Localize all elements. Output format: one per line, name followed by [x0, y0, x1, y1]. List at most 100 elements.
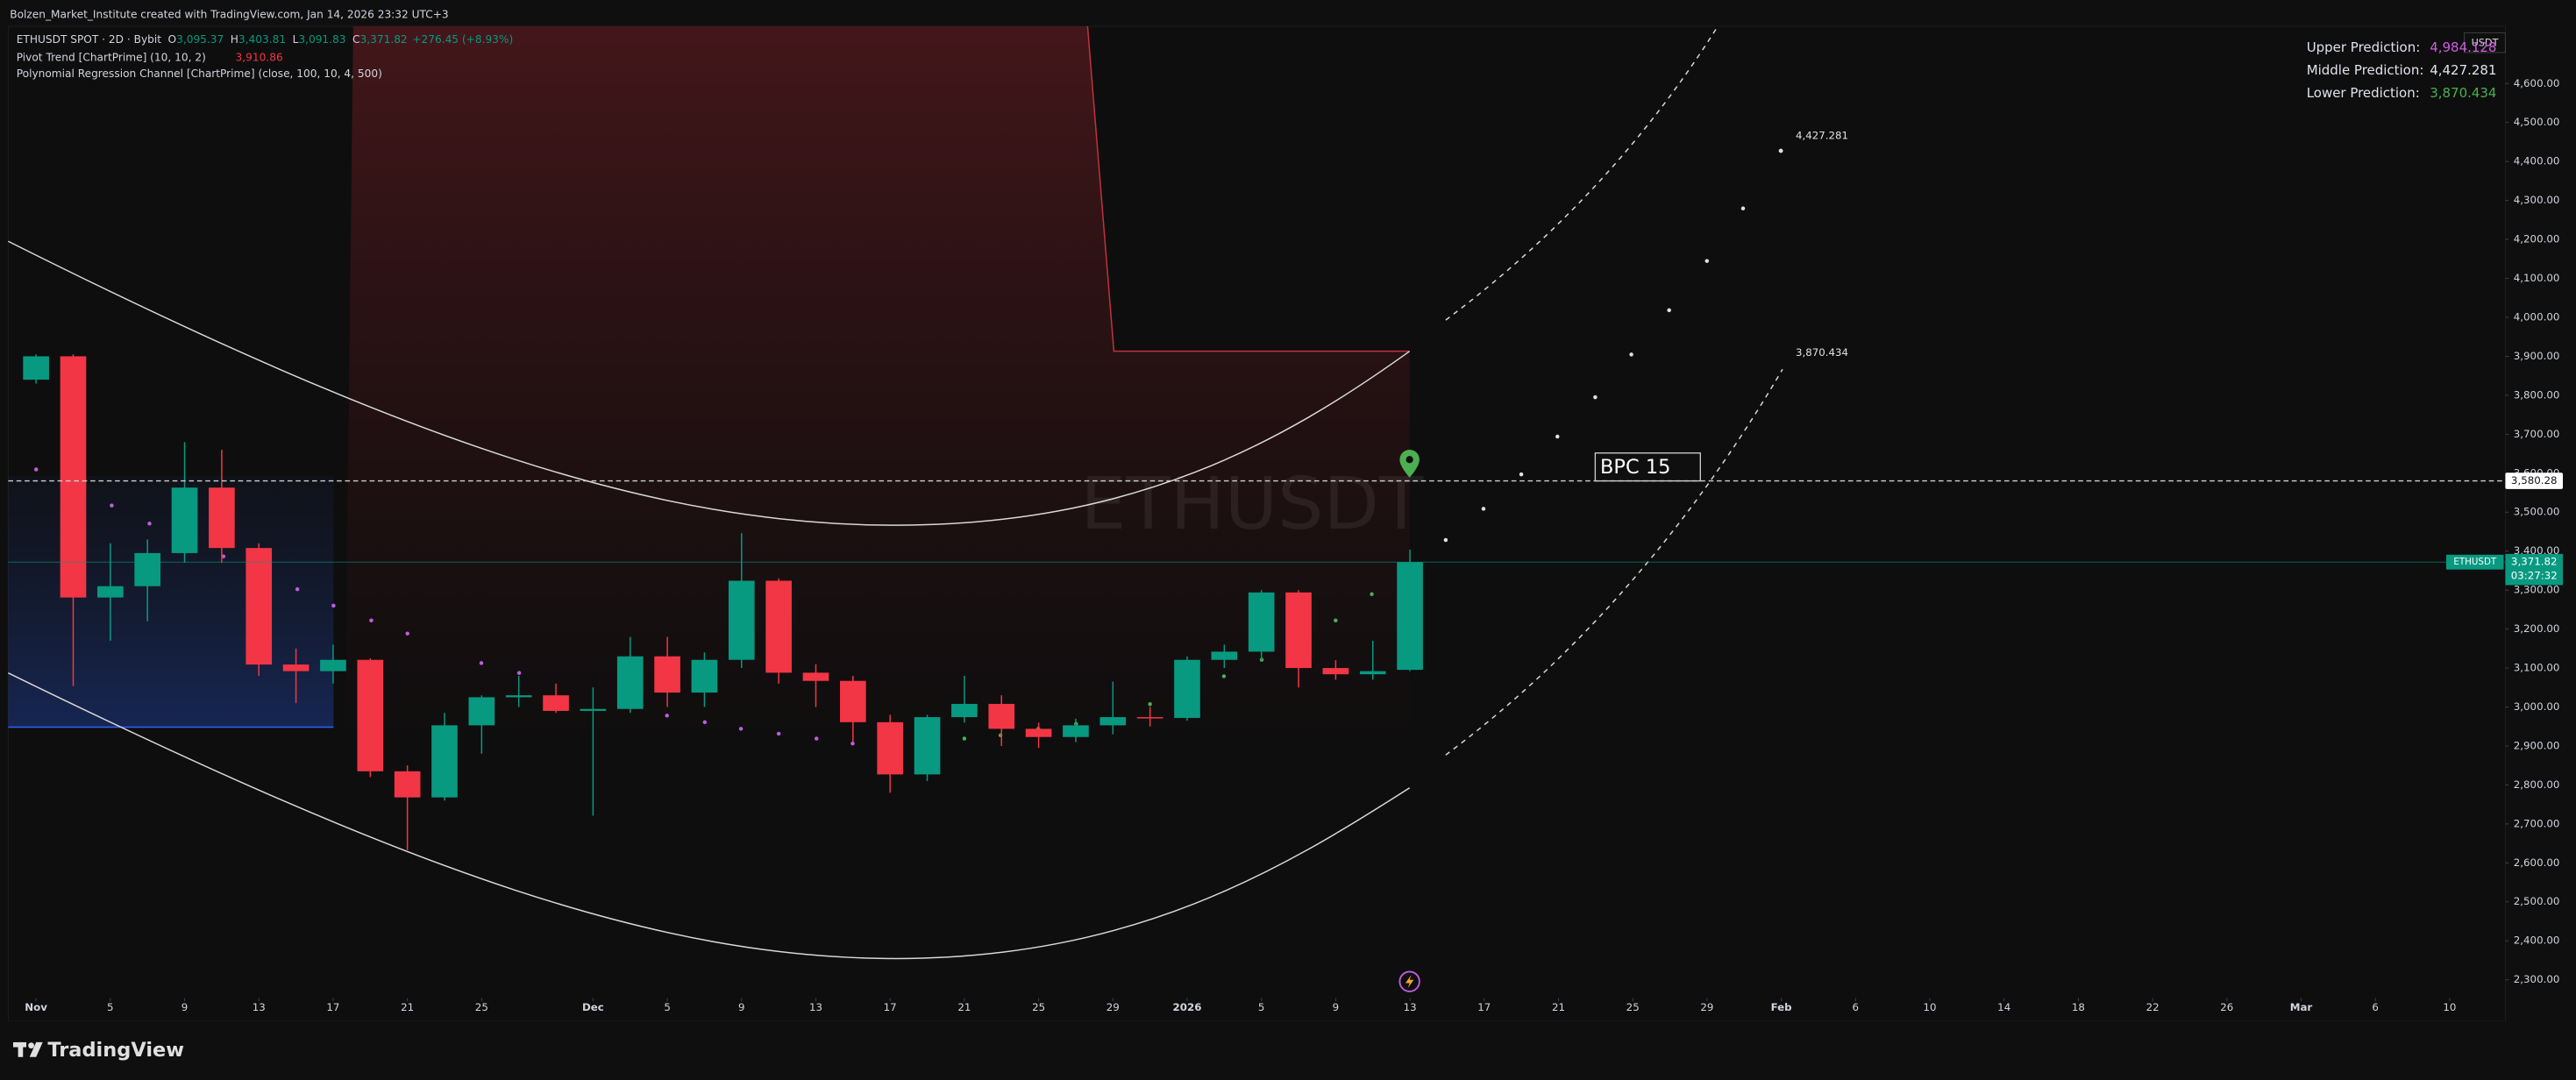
candle-body [580, 708, 607, 711]
legend-text: 3,403.81 [238, 32, 286, 45]
y-tick-label: 2,600.00 [2514, 856, 2560, 869]
y-tick-label: 2,400.00 [2514, 934, 2560, 947]
countdown: 03:27:32 [2511, 570, 2558, 582]
y-tick-label: 2,500.00 [2514, 895, 2560, 907]
zone-edge [1086, 25, 1410, 352]
candle-body [97, 586, 124, 598]
forecast-point [1778, 148, 1783, 153]
candle-body [988, 703, 1015, 729]
legend-text: ETHUSDT SPOT · 2D · Bybit [17, 32, 162, 45]
candle-body [951, 703, 978, 718]
location-marker-dot [1405, 456, 1413, 464]
x-tick-label: 21 [957, 1001, 971, 1013]
legend-line: Polynomial Regression Channel [ChartPrim… [17, 68, 382, 80]
x-tick-label: 17 [884, 1001, 897, 1013]
candle-body [728, 580, 755, 660]
candle-body [468, 697, 495, 726]
x-tick-label: Nov [25, 1001, 47, 1013]
candle-body [246, 548, 273, 665]
forecast-label: 4,427.281 [1796, 130, 1848, 142]
candle-body [320, 659, 346, 671]
x-tick-label: 5 [1258, 1001, 1265, 1013]
x-tick-label: Feb [1771, 1001, 1792, 1013]
candle-body [394, 771, 421, 798]
legend-text: O [168, 32, 177, 45]
x-tick-label: Dec [582, 1001, 604, 1013]
y-tick-label: 3,800.00 [2514, 388, 2560, 401]
y-tick-label: 4,300.00 [2514, 194, 2560, 206]
prediction-value: 4,427.281 [2430, 62, 2496, 78]
candle-body [543, 695, 569, 711]
y-tick-label: 3,000.00 [2514, 700, 2560, 713]
candle-body [60, 356, 87, 598]
candle-body [1099, 717, 1127, 726]
footer [0, 1020, 2576, 1080]
x-tick-label: 14 [1997, 1001, 2010, 1013]
currency[interactable]: USDT [2472, 38, 2499, 49]
watermark: ETHUSDT [1080, 463, 1424, 546]
candle-body [1397, 562, 1423, 671]
legend-text: 3,091.83 [298, 32, 345, 45]
x-tick-label: 5 [664, 1001, 671, 1013]
y-tick-label: 4,200.00 [2514, 233, 2560, 245]
x-tick-label: 9 [181, 1001, 189, 1013]
y-tick-label: 4,600.00 [2514, 77, 2560, 89]
candle-body [654, 656, 680, 693]
legend-text: Polynomial Regression Channel [ChartPrim… [17, 68, 382, 80]
y-tick-label: 4,100.00 [2514, 272, 2560, 284]
forecast-label: 3,870.434 [1796, 346, 1848, 359]
y-tick-label: 3,400.00 [2514, 544, 2560, 557]
forecast-upper [1445, 27, 1718, 321]
event-icon[interactable] [1398, 970, 1420, 992]
candle-body [840, 680, 866, 722]
x-tick-label: 25 [1032, 1001, 1045, 1013]
y-tick-label: 2,900.00 [2514, 739, 2560, 751]
y-tick-label: 2,300.00 [2514, 973, 2560, 985]
legend-text: Pivot Trend [ChartPrime] (10, 10, 2) [17, 51, 206, 63]
candle-body [616, 656, 644, 709]
candle-body [691, 659, 718, 693]
x-tick-label: 13 [253, 1001, 266, 1013]
y-tick-label: 4,000.00 [2514, 311, 2560, 323]
annotation: BPC 15 [1600, 456, 1670, 479]
candle-body [1359, 671, 1386, 675]
candle-body [134, 552, 161, 586]
x-tick-label: 5 [107, 1001, 114, 1013]
candle-body [914, 717, 941, 775]
candle-body [1211, 651, 1238, 660]
y-tick-label: 3,300.00 [2514, 584, 2560, 596]
legend-line: Pivot Trend [ChartPrime] (10, 10, 2) 3,91… [17, 51, 283, 63]
y-tick-label: 2,800.00 [2514, 778, 2560, 791]
currency-box[interactable] [2464, 32, 2506, 53]
x-tick-label: 25 [1626, 1001, 1640, 1013]
candle-body [802, 672, 829, 681]
last-price-box [2505, 553, 2564, 586]
prediction-label: Lower Prediction: [2307, 85, 2420, 101]
last-price-label: 3,371.82 [2511, 556, 2558, 568]
candle-body [505, 695, 532, 698]
legend-line: ETHUSDT SPOT · 2D · Bybit O3,095.37 H3,403… [17, 32, 513, 45]
legend-text: 3,371.82 [360, 32, 408, 45]
candle-body [1025, 728, 1052, 737]
x-tick-label: 6 [1853, 1001, 1860, 1013]
x-tick-label: 9 [1333, 1001, 1340, 1013]
supply-zone [345, 25, 1410, 728]
symbol-label: ETHUSDT [2453, 557, 2497, 567]
candle-body [1322, 668, 1349, 675]
regression-lower [8, 671, 1411, 960]
candle-body [1174, 659, 1200, 718]
candle-body [1285, 592, 1312, 669]
y-tick-label: 3,200.00 [2514, 622, 2560, 635]
marks [23, 354, 1423, 850]
x-tick-label: 13 [1404, 1001, 1417, 1013]
legend-text: 3,095.37 [176, 32, 224, 45]
candle-body [877, 721, 904, 775]
candle-body [23, 356, 49, 380]
pivot-dots [33, 467, 855, 746]
candle-body [1136, 717, 1163, 719]
price-line-label: 3,580.28 [2511, 474, 2558, 487]
candle-body [282, 664, 310, 671]
x-tick-label: Mar [2290, 1001, 2313, 1013]
candle-body [1248, 592, 1275, 652]
